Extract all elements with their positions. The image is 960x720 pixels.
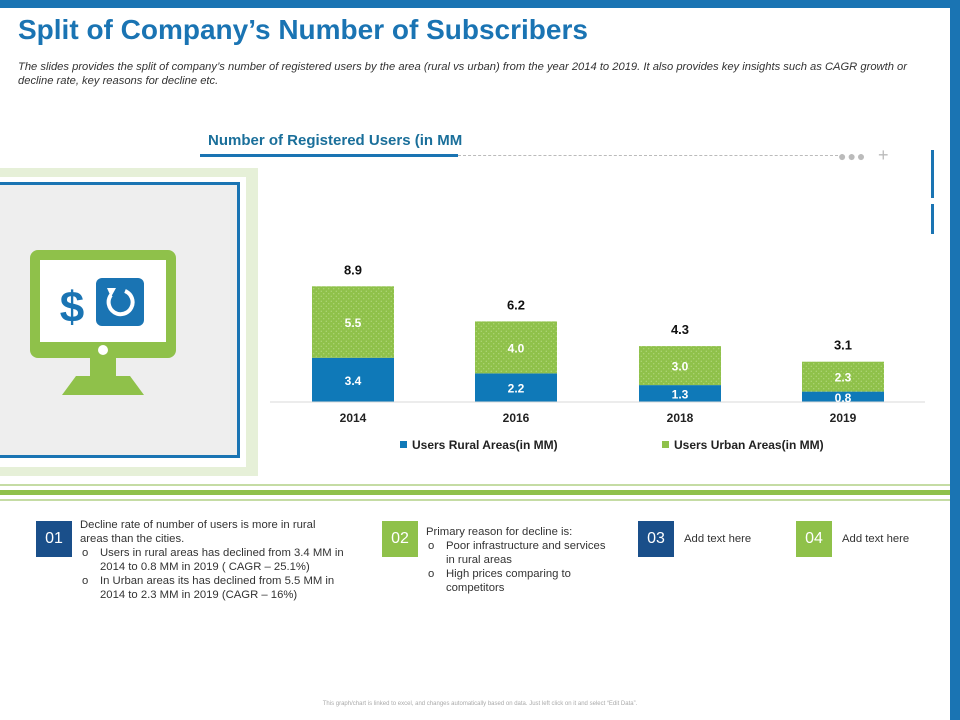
right-accent-gap xyxy=(948,8,950,720)
svg-text:$: $ xyxy=(60,283,84,332)
x-tick-label: 2014 xyxy=(340,411,367,425)
point-01-bullets: Users in rural areas has declined from 3… xyxy=(80,546,344,602)
data-label-urban: 5.5 xyxy=(345,316,362,330)
bar-urban xyxy=(475,321,557,374)
bar-rural xyxy=(802,391,884,402)
plus-decoration-icon: + xyxy=(878,145,889,165)
bar-rural xyxy=(312,357,394,402)
x-tick-label: 2019 xyxy=(830,411,857,425)
legend-label-rural: Users Rural Areas(in MM) xyxy=(412,438,558,452)
point-number-01: 01 xyxy=(36,521,72,557)
point-02-bullet: Poor infrastructure and services in rura… xyxy=(426,539,616,567)
bar-urban xyxy=(802,361,884,392)
data-label-total: 8.9 xyxy=(344,262,362,277)
right-accent-bar xyxy=(950,0,960,720)
point-01-bullet: In Urban areas its has declined from 5.5… xyxy=(80,574,344,602)
legend-label-urban: Users Urban Areas(in MM) xyxy=(674,438,824,452)
right-tick-decoration-lower xyxy=(931,204,934,234)
data-label-urban: 4.0 xyxy=(508,341,525,355)
divider-band-middle xyxy=(0,490,950,495)
bar-rural xyxy=(639,385,721,402)
data-label-rural: 1.3 xyxy=(672,388,689,402)
point-02-bullets: Poor infrastructure and services in rura… xyxy=(426,539,616,595)
right-tick-decoration xyxy=(931,150,934,198)
page-subtitle: The slides provides the split of company… xyxy=(18,61,908,87)
legend-swatch-rural xyxy=(400,441,407,448)
stacked-bar-chart: 3.4 5.5 8.9 2014 2.2 4.0 6.2 2016 1.3 3.0 4.3 2018 0… xyxy=(270,262,925,452)
divider-band-bottom xyxy=(0,499,950,501)
monitor-dollar-refresh-icon: $ xyxy=(30,250,176,395)
legend-swatch-urban xyxy=(662,441,669,448)
x-tick-label: 2018 xyxy=(667,411,694,425)
page-title: Split of Company’s Number of Subscribers xyxy=(18,14,588,45)
divider-band-top xyxy=(0,484,950,486)
top-accent-bar xyxy=(0,0,960,8)
chart-title: Number of Registered Users (in MM xyxy=(208,132,463,149)
point-number-03: 03 xyxy=(638,521,674,557)
bar-urban xyxy=(312,286,394,358)
point-number-04: 04 xyxy=(796,521,832,557)
point-text-04: Add text here xyxy=(842,533,910,545)
data-label-rural: 3.4 xyxy=(345,374,362,388)
bar-rural xyxy=(475,373,557,402)
point-text-01: Decline rate of number of users is more … xyxy=(80,518,344,602)
point-02-bullet: High prices comparing to competitors xyxy=(426,567,616,595)
bar-urban xyxy=(639,346,721,386)
data-label-total: 6.2 xyxy=(507,297,525,312)
footnote: This graph/chart is linked to excel, and… xyxy=(322,701,638,707)
data-label-urban: 2.3 xyxy=(835,371,852,385)
data-label-rural: 0.8 xyxy=(835,391,852,405)
point-02-lead: Primary reason for decline is: xyxy=(426,526,573,538)
point-text-02: Primary reason for decline is: Poor infr… xyxy=(426,525,616,595)
data-label-rural: 2.2 xyxy=(508,382,525,396)
point-text-03: Add text here xyxy=(684,533,752,545)
point-01-bullet: Users in rural areas has declined from 3… xyxy=(80,546,344,574)
data-label-urban: 3.0 xyxy=(672,360,689,374)
data-label-total: 4.3 xyxy=(671,322,689,337)
chart-title-dashed-line xyxy=(458,155,838,156)
chart-title-underline xyxy=(200,154,458,157)
point-number-02: 02 xyxy=(382,521,418,557)
data-label-total: 3.1 xyxy=(834,338,852,353)
point-01-lead: Decline rate of number of users is more … xyxy=(80,519,316,545)
x-tick-label: 2016 xyxy=(503,411,530,425)
dots-decoration-icon: ●●● xyxy=(838,148,867,164)
